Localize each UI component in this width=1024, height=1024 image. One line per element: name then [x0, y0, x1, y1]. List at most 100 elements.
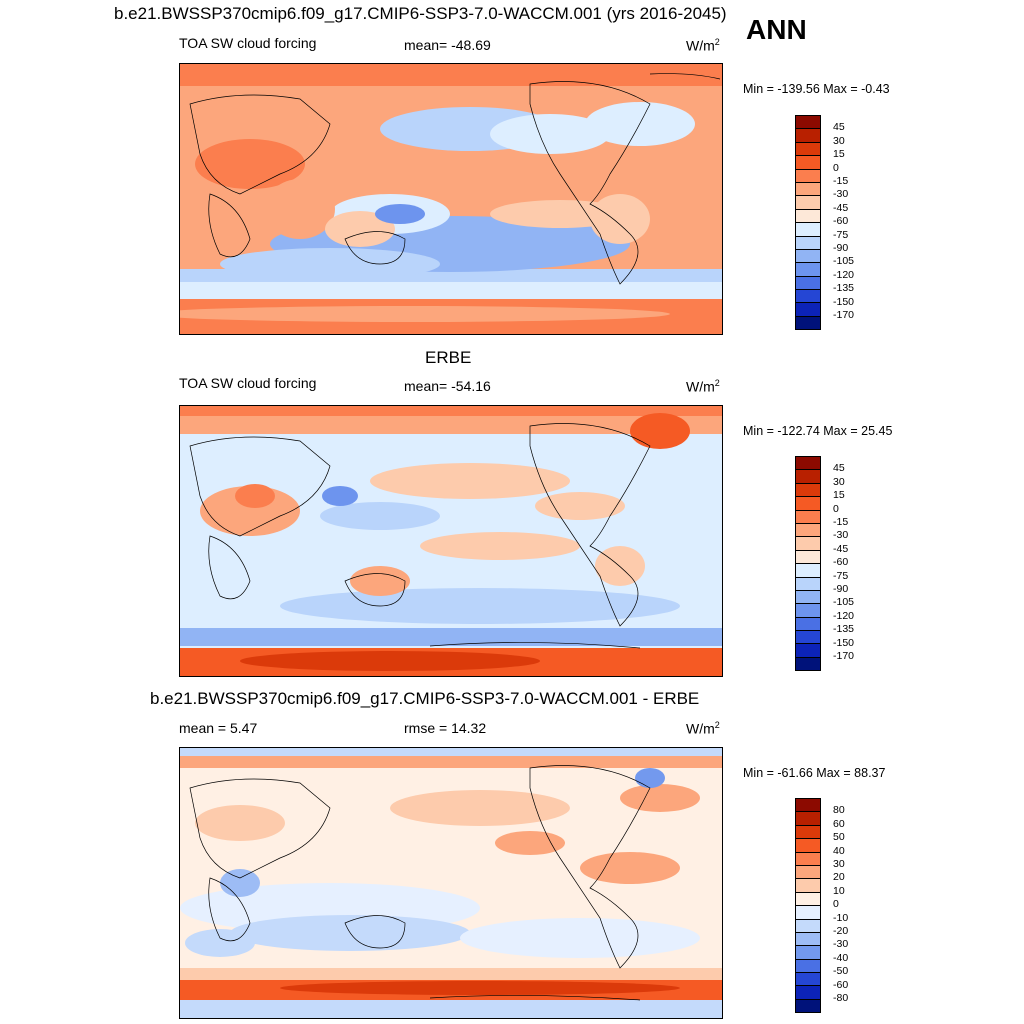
colorbar-tick-label: -75	[833, 228, 849, 241]
colorbar-swatch	[795, 656, 821, 672]
colorbar-tick-label: -170	[833, 309, 855, 321]
colorbar-swatch	[795, 891, 821, 906]
colorbar-swatch	[795, 115, 821, 129]
colorbar-swatch	[795, 482, 821, 497]
min-max-label: Min = -139.56 Max = -0.43	[743, 82, 890, 96]
colorbar-swatch	[795, 496, 821, 510]
colorbar-swatch	[795, 864, 821, 879]
colorbar-swatch	[795, 838, 821, 852]
colorbar-swatch	[795, 958, 821, 973]
figure-title: b.e21.BWSSP370cmip6.f09_g17.CMIP6-SSP3-7…	[114, 4, 727, 23]
colorbar-swatch	[795, 972, 821, 986]
colorbar-swatch	[795, 643, 821, 657]
colorbar-swatch	[795, 824, 821, 839]
colorbar-tick-label: -90	[833, 583, 849, 595]
colorbar-swatch	[795, 141, 821, 156]
colorbar-tick-label: 50	[833, 831, 845, 844]
colorbar-tick-label: 0	[833, 898, 839, 911]
colorbar-tick-label: 45	[833, 121, 845, 134]
colorbar-swatch	[795, 811, 821, 825]
colorbar-tick-label: 30	[833, 134, 845, 147]
colorbar-swatch	[795, 509, 821, 523]
variable-label: TOA SW cloud forcing	[179, 375, 317, 391]
colorbar-swatch	[795, 549, 821, 564]
colorbar-swatch	[795, 918, 821, 932]
colorbar-swatch	[795, 168, 821, 182]
colorbar-tick-label: -90	[833, 242, 849, 254]
colorbar-swatch	[795, 456, 821, 470]
map-obs	[179, 405, 723, 677]
season-label: ANN	[746, 14, 807, 45]
colorbar-tick-label: -45	[833, 201, 849, 214]
colorbar-swatch	[795, 289, 821, 303]
mean-label: mean= -48.69	[404, 37, 491, 53]
colorbar-tick-label: -30	[833, 529, 849, 542]
colorbar-tick-label: -15	[833, 175, 849, 187]
colorbar-tick-label: -150	[833, 636, 855, 649]
colorbar-tick-label: -30	[833, 188, 849, 201]
colorbar-tick-label: 15	[833, 148, 845, 161]
colorbar-tick-label: 15	[833, 489, 845, 502]
colorbar-tick-label: -120	[833, 609, 855, 622]
colorbar-tick-label: -170	[833, 650, 855, 662]
panel-heading: ERBE	[425, 348, 472, 367]
colorbar-tick-label: -20	[833, 925, 849, 937]
colorbar-tick-label: 0	[833, 502, 839, 515]
colorbar-swatch	[795, 522, 821, 537]
colorbar-swatch	[795, 262, 821, 276]
min-max-label: Min = -122.74 Max = 25.45	[743, 424, 893, 438]
colorbar-swatch	[795, 616, 821, 631]
colorbar-tick-label: -150	[833, 295, 855, 308]
colorbar-tick-label: 10	[833, 884, 845, 897]
colorbar-swatch	[795, 302, 821, 316]
colorbar-swatch	[795, 128, 821, 142]
colorbar-swatch	[795, 878, 821, 892]
colorbar-swatch	[795, 315, 821, 331]
map-diff	[179, 747, 723, 1019]
colorbar-swatch	[795, 275, 821, 290]
mean-label: mean= -54.16	[404, 378, 491, 394]
colorbar-tick-label: -105	[833, 596, 855, 609]
colorbar-swatch	[795, 563, 821, 577]
colorbar-tick-label: 40	[833, 844, 845, 857]
colorbar-swatch	[795, 603, 821, 617]
colorbar-swatch	[795, 536, 821, 550]
colorbar-swatch	[795, 222, 821, 236]
colorbar-tick-label: 30	[833, 858, 845, 870]
colorbar-diff	[795, 798, 821, 1014]
colorbar-swatch	[795, 195, 821, 209]
colorbar-tick-label: -60	[833, 556, 849, 569]
colorbar-tick-label: -50	[833, 965, 849, 978]
colorbar-tick-label: 45	[833, 462, 845, 475]
rmse-label: rmse = 14.32	[404, 720, 487, 736]
colorbar-tick-label: -135	[833, 623, 855, 636]
colorbar-swatch	[795, 998, 821, 1014]
colorbar-obs	[795, 456, 821, 672]
colorbar-tick-label: 80	[833, 804, 845, 817]
colorbar-tick-label: -135	[833, 282, 855, 295]
colorbar-tick-label: -105	[833, 255, 855, 268]
map-model	[179, 63, 723, 335]
colorbar-tick-label: 60	[833, 817, 845, 830]
colorbar-model	[795, 115, 821, 331]
colorbar-tick-label: -80	[833, 992, 849, 1004]
colorbar-tick-label: -60	[833, 215, 849, 228]
colorbar-swatch	[795, 208, 821, 223]
colorbar-tick-label: -15	[833, 516, 849, 528]
min-max-label: Min = -61.66 Max = 88.37	[743, 766, 886, 780]
colorbar-swatch	[795, 905, 821, 919]
units-label: W/m2	[686, 37, 720, 54]
colorbar-swatch	[795, 630, 821, 644]
colorbar-tick-label: 0	[833, 161, 839, 174]
colorbar-swatch	[795, 985, 821, 999]
colorbar-swatch	[795, 469, 821, 483]
colorbar-swatch	[795, 945, 821, 959]
colorbar-swatch	[795, 798, 821, 812]
units-label: W/m2	[686, 378, 720, 395]
colorbar-swatch	[795, 235, 821, 249]
colorbar-swatch	[795, 589, 821, 604]
colorbar-swatch	[795, 851, 821, 865]
variable-label: TOA SW cloud forcing	[179, 35, 317, 51]
colorbar-tick-label: -30	[833, 938, 849, 951]
colorbar-tick-label: 20	[833, 871, 845, 884]
